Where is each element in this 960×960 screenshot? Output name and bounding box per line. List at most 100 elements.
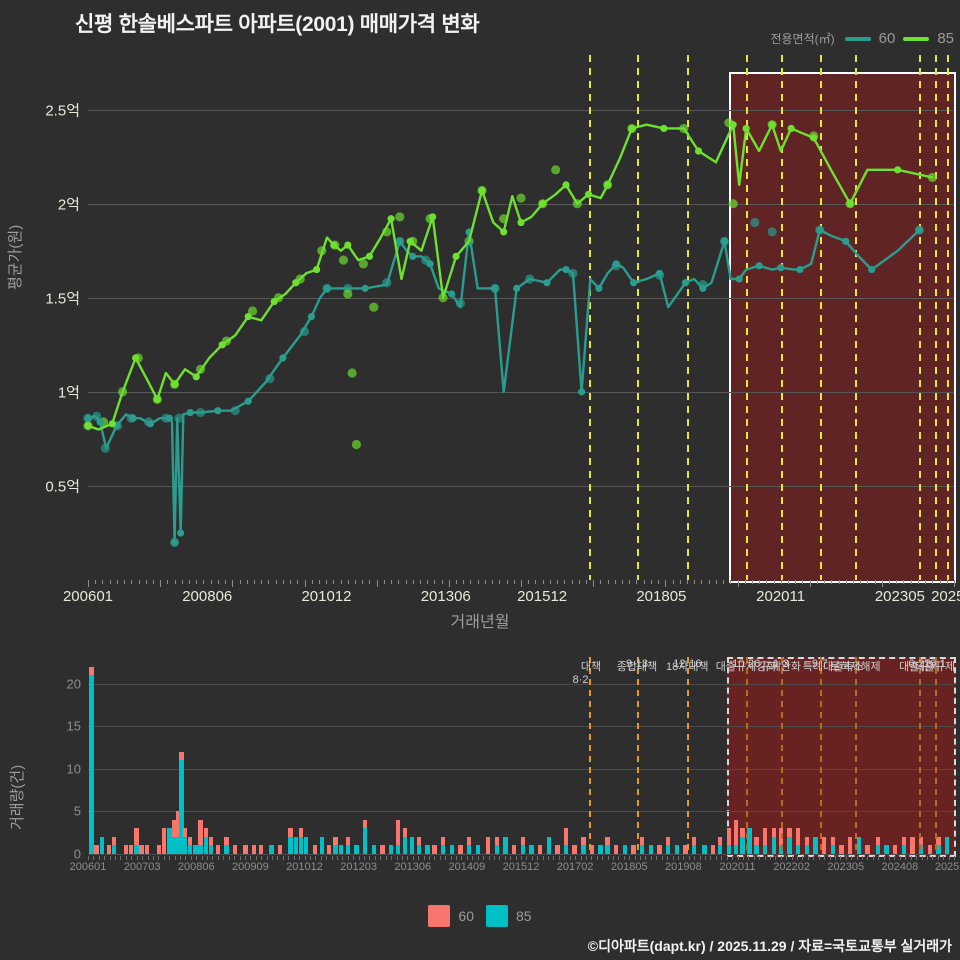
volume-bar-85 bbox=[345, 845, 350, 854]
series-marker-85 bbox=[768, 121, 776, 129]
volume-bar-60 bbox=[657, 845, 662, 854]
main-x-tickmark bbox=[593, 580, 595, 587]
volume-bar-60 bbox=[740, 828, 745, 837]
volume-bar-60 bbox=[640, 836, 645, 846]
volume-bar-60 bbox=[892, 845, 898, 854]
main-x-tickmark bbox=[578, 580, 580, 584]
main-x-tickmark bbox=[896, 580, 898, 584]
volume-x-tickmark bbox=[548, 856, 550, 860]
series-marker-60 bbox=[915, 226, 923, 234]
main-x-tickmark bbox=[333, 580, 335, 584]
series-marker-60 bbox=[244, 397, 252, 405]
volume-x-tickmark bbox=[748, 856, 750, 860]
volume-x-tickmark bbox=[185, 856, 187, 860]
main-y-tick-label: 1억 bbox=[57, 384, 80, 402]
main-x-tickmark bbox=[867, 580, 869, 584]
main-x-tickmark bbox=[492, 580, 494, 584]
main-x-tickmark bbox=[88, 580, 89, 587]
volume-x-tickmark bbox=[629, 856, 631, 860]
legend-swatch-85 bbox=[903, 36, 930, 41]
volume-x-tickmark bbox=[369, 856, 371, 860]
series-marker-85 bbox=[218, 341, 226, 349]
volume-bar-85 bbox=[269, 845, 274, 854]
main-x-tickmark bbox=[290, 580, 292, 584]
volume-x-tickmark bbox=[326, 856, 328, 860]
volume-bar-60 bbox=[726, 828, 732, 846]
series-marker-85 bbox=[406, 237, 414, 245]
volume-bar-85 bbox=[520, 845, 525, 854]
policy-vline bbox=[588, 55, 591, 580]
volume-x-tickmark bbox=[661, 856, 663, 860]
volume-bar-60 bbox=[778, 828, 783, 846]
volume-bar-85 bbox=[804, 845, 809, 854]
main-x-tickmark bbox=[636, 580, 638, 584]
main-x-tickmark bbox=[607, 580, 609, 584]
series-marker-85 bbox=[153, 395, 161, 403]
volume-x-tickmark bbox=[786, 856, 788, 860]
volume-x-tickmark bbox=[867, 856, 869, 860]
volume-x-tickmark bbox=[699, 856, 701, 860]
series-marker-60 bbox=[165, 414, 174, 422]
volume-bar-85 bbox=[425, 845, 430, 854]
volume-bar-chart: 0 5 10 15 20 8·2 대책 9·13 종합대책 12·16 18차대책 10·26 대출규제… bbox=[67, 657, 957, 862]
volume-bar-85 bbox=[494, 845, 499, 854]
main-x-tickmark bbox=[160, 580, 162, 587]
volume-bar-60 bbox=[537, 845, 543, 854]
volume-x-tickmark bbox=[537, 856, 539, 860]
scatter-point bbox=[247, 306, 258, 316]
volume-x-tickmark bbox=[672, 856, 674, 860]
volume-bar-60 bbox=[795, 828, 801, 846]
volume-x-tickmark bbox=[104, 856, 106, 860]
volume-bar-60 bbox=[395, 819, 401, 846]
main-x-tickmark bbox=[838, 580, 840, 584]
main-x-tickmark bbox=[246, 580, 248, 584]
volume-x-tickmark bbox=[288, 856, 290, 860]
volume-x-tickmark bbox=[493, 856, 495, 860]
volume-x-tickmark bbox=[569, 856, 571, 860]
volume-bar-85 bbox=[830, 845, 835, 854]
series-marker-85 bbox=[478, 186, 486, 195]
volume-x-tickmark bbox=[336, 856, 338, 860]
volume-x-tickmark bbox=[732, 856, 734, 860]
volume-x-tick-label: 201306 bbox=[394, 861, 432, 873]
volume-x-tickmark bbox=[775, 856, 777, 860]
volume-bar-60 bbox=[485, 836, 491, 854]
volume-bar-60 bbox=[927, 845, 932, 854]
volume-x-tickmark bbox=[645, 856, 647, 860]
main-x-tickmark bbox=[715, 580, 717, 584]
volume-bar-85 bbox=[449, 845, 454, 854]
volume-x-tickmark bbox=[764, 856, 766, 860]
volume-x-tickmark bbox=[932, 856, 934, 860]
volume-bar-60 bbox=[683, 845, 688, 854]
volume-x-tick-label: 202305 bbox=[827, 861, 865, 873]
volume-x-tickmark bbox=[428, 856, 430, 860]
regulation-period-highlight-volume bbox=[727, 657, 957, 857]
series-marker-85 bbox=[539, 200, 547, 208]
volume-bar-60 bbox=[144, 845, 150, 854]
main-x-tickmark bbox=[694, 580, 696, 584]
volume-bar-60 bbox=[466, 836, 472, 846]
policy-vline-volume bbox=[746, 657, 749, 854]
volume-x-tickmark bbox=[163, 856, 165, 860]
main-x-tickmark bbox=[946, 580, 948, 584]
volume-x-tickmark bbox=[526, 856, 528, 860]
volume-x-tickmark bbox=[818, 856, 820, 860]
volume-bar-60 bbox=[123, 845, 129, 854]
series-marker-60 bbox=[796, 265, 804, 274]
volume-x-tickmark bbox=[201, 856, 203, 860]
volume-bar-85 bbox=[771, 836, 777, 854]
volume-bar-60 bbox=[345, 836, 350, 846]
volume-bar-85 bbox=[692, 845, 697, 854]
volume-bar-60 bbox=[156, 845, 162, 854]
volume-chart-legend: 60 85 bbox=[0, 905, 960, 927]
legend-title: 전용면적(㎡) bbox=[770, 32, 835, 46]
main-x-tickmark bbox=[145, 580, 147, 584]
series-marker-85 bbox=[244, 312, 252, 321]
main-x-tickmark bbox=[268, 580, 270, 584]
volume-x-tick-label: 200806 bbox=[177, 861, 215, 873]
main-x-tickmark bbox=[347, 580, 349, 584]
volume-bar-60 bbox=[172, 819, 177, 837]
legend-swatch-85-volume bbox=[486, 905, 508, 927]
volume-x-tickmark bbox=[342, 856, 344, 860]
volume-x-tickmark bbox=[391, 856, 393, 860]
